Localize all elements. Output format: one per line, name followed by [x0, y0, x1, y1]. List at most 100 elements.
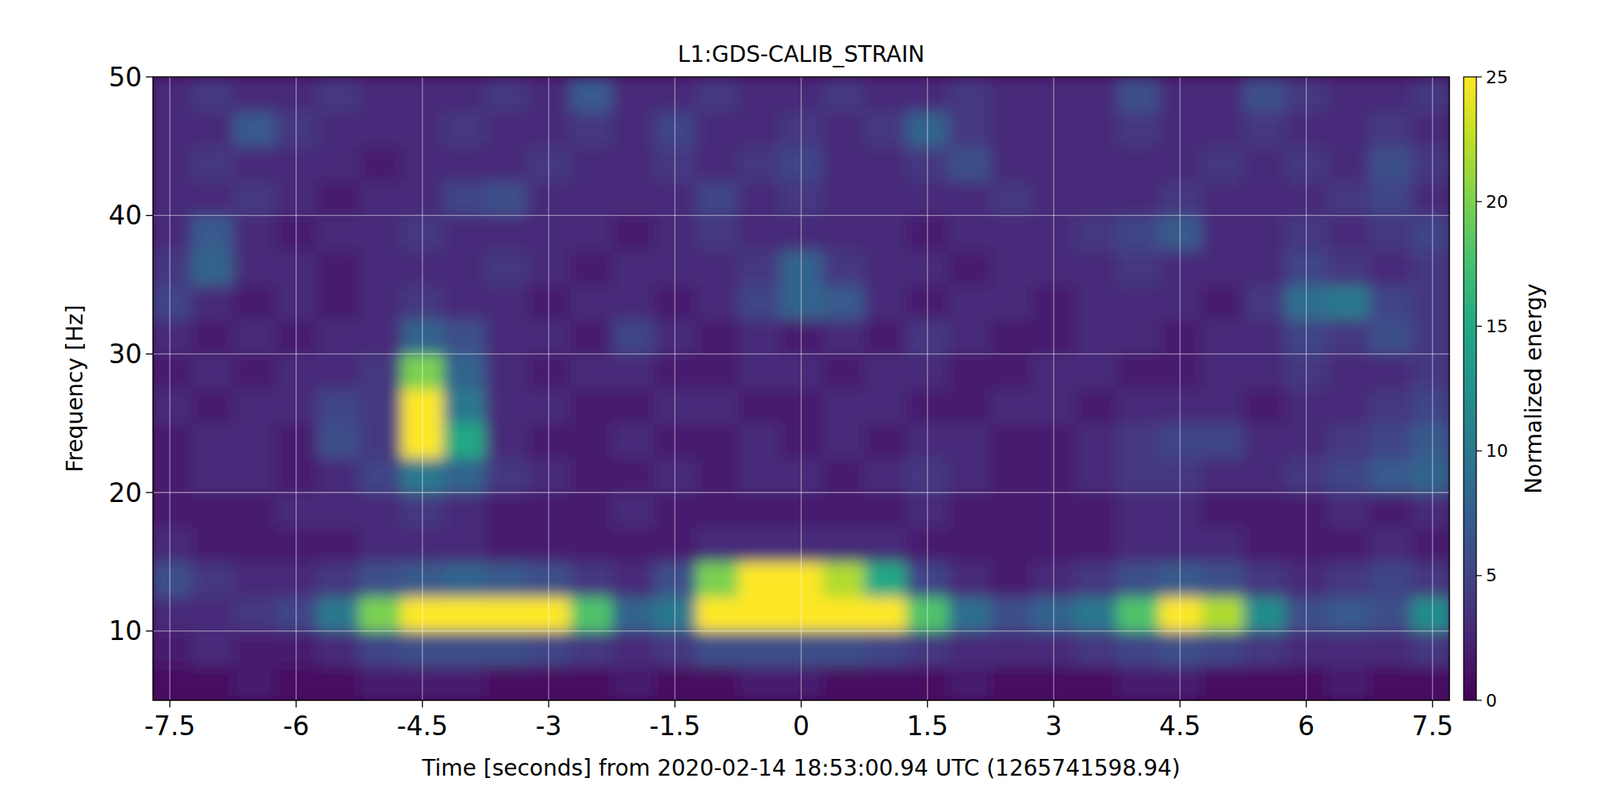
cell [1327, 145, 1371, 181]
grid [153, 76, 1450, 701]
cell [153, 492, 192, 528]
cell [612, 76, 655, 112]
grid-line [153, 491, 1450, 493]
cell [570, 249, 613, 285]
cell [1411, 527, 1450, 563]
cell [153, 180, 192, 216]
cell [317, 423, 360, 459]
tick [926, 700, 928, 708]
cell [317, 457, 360, 493]
colorbar-tick [1476, 325, 1482, 327]
cell [696, 457, 739, 493]
cell [1369, 353, 1413, 389]
cell [191, 145, 234, 181]
cell [948, 180, 992, 216]
cell [1201, 423, 1245, 459]
cell [1411, 145, 1450, 181]
cell [822, 631, 866, 667]
cell [570, 423, 613, 459]
cell [738, 561, 781, 597]
x-tick-label: 0 [792, 710, 810, 742]
cell [485, 319, 529, 355]
cell [233, 561, 276, 597]
cell [1369, 215, 1413, 251]
colorbar-tick [1476, 76, 1482, 77]
cell [696, 319, 739, 355]
cell [153, 561, 192, 597]
cell [822, 180, 866, 216]
cell [1117, 284, 1160, 320]
cell [153, 215, 192, 251]
cell [1327, 561, 1371, 597]
cell [233, 388, 276, 424]
cell [153, 388, 192, 424]
cell [696, 492, 739, 528]
cell [1411, 215, 1450, 251]
cell [233, 631, 276, 667]
cell [1075, 388, 1118, 424]
cell [191, 457, 234, 493]
cell [443, 249, 487, 285]
cell [443, 388, 487, 424]
cell [1201, 388, 1245, 424]
cell [191, 319, 234, 355]
cell [153, 353, 192, 389]
cell [864, 215, 908, 251]
cell [1201, 215, 1245, 251]
cell [822, 249, 866, 285]
cell [359, 492, 402, 528]
cell [443, 665, 487, 701]
cell [822, 111, 866, 147]
cell [864, 145, 908, 181]
cell [1411, 319, 1450, 355]
cell-group [153, 76, 1450, 701]
cell [822, 76, 866, 112]
cell [485, 215, 529, 251]
cell [1117, 596, 1160, 632]
cell [738, 111, 781, 147]
cell [990, 145, 1034, 181]
cell [864, 527, 908, 563]
cell [738, 631, 781, 667]
cell [359, 111, 402, 147]
y-tick-label: 40 [108, 199, 142, 231]
cell [570, 111, 613, 147]
cell [990, 319, 1034, 355]
cell [317, 561, 360, 597]
cell [1369, 527, 1413, 563]
cell [696, 145, 739, 181]
y-tick-label: 20 [108, 477, 142, 509]
grid-line [295, 76, 297, 701]
cell [864, 492, 908, 528]
cell [233, 319, 276, 355]
cell [822, 492, 866, 528]
cell [612, 596, 655, 632]
x-tick-label: 1.5 [907, 710, 949, 742]
cell [1243, 76, 1287, 112]
cell [570, 561, 613, 597]
cell [233, 353, 276, 389]
cell [864, 631, 908, 667]
cell [153, 111, 192, 147]
cell [1327, 388, 1371, 424]
cell [485, 596, 529, 632]
colorbar-tick-label: 15 [1485, 316, 1509, 337]
cell [1201, 249, 1245, 285]
cell [359, 76, 402, 112]
cell [1243, 180, 1287, 216]
tick [1431, 700, 1433, 708]
cell [1075, 215, 1118, 251]
cell [1327, 596, 1371, 632]
cell [948, 492, 992, 528]
cell [233, 180, 276, 216]
cell [822, 388, 866, 424]
tick [145, 76, 154, 77]
tick [421, 700, 423, 708]
cell [191, 631, 234, 667]
cell [153, 631, 192, 667]
grid-line [1052, 76, 1054, 701]
cell [948, 111, 992, 147]
x-tick-label: 6 [1297, 710, 1315, 742]
cell [738, 284, 781, 320]
x-tick-label: -6 [283, 710, 310, 742]
